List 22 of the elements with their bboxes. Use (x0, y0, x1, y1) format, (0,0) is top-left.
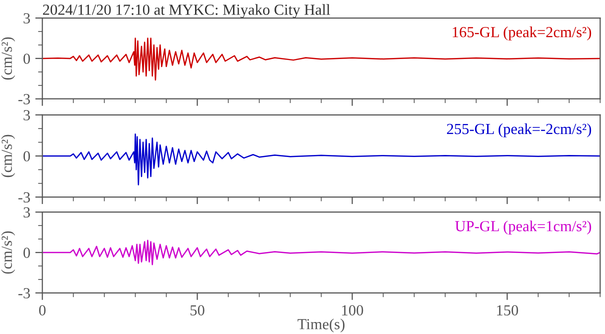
y-tick-label: -3 (18, 288, 30, 298)
chart-title: 2024/11/20 17:10 at MYKC: Miyako City Hall (43, 4, 330, 18)
series-label: UP-GL (peak=1cm/s²) (455, 220, 592, 234)
y-tick-label: 3 (24, 13, 30, 24)
line-series (42, 240, 600, 266)
y-axis-title: (cm/s²) (1, 231, 16, 274)
x-tick-label: 150 (497, 305, 518, 316)
y-axis-title: (cm/s²) (1, 134, 16, 178)
series-label: 165-GL (peak=2cm/s²) (452, 26, 592, 40)
y-tick-label: 3 (24, 207, 30, 218)
y-tick-label: -3 (18, 94, 30, 104)
x-axis-title: Time(s) (298, 318, 344, 332)
y-tick-label: 0 (23, 54, 30, 64)
y-tick-label: 3 (24, 110, 30, 120)
series-label: 255-GL (peak=-2cm/s²) (447, 123, 592, 138)
x-tick-label: 0 (39, 305, 46, 316)
x-tick-label: 50 (190, 305, 204, 316)
y-axis-title: (cm/s²) (1, 37, 16, 80)
y-tick-label: 0 (23, 151, 30, 162)
x-tick-label: 100 (342, 305, 364, 316)
y-tick-label: -3 (18, 192, 30, 203)
y-tick-label: 0 (23, 248, 30, 258)
